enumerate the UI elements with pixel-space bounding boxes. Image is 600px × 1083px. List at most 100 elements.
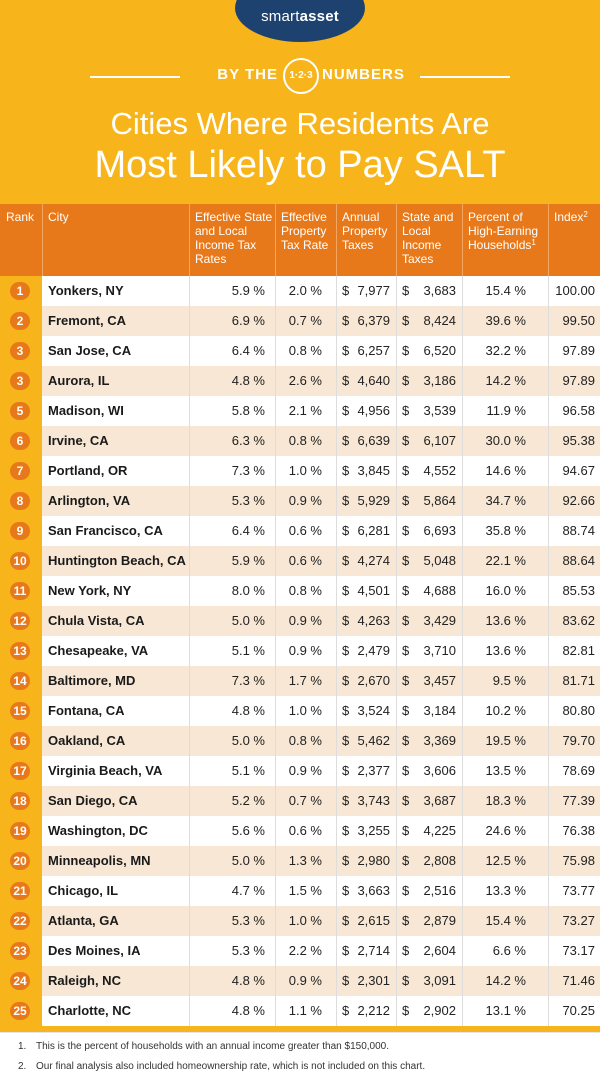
cell-property-rate: 2.1 %	[288, 403, 322, 418]
dollar-sign: $	[402, 883, 410, 898]
cell-high-earning: 14.2 %	[485, 373, 526, 388]
cell-high-earning: 14.2 %	[485, 973, 526, 988]
table-row: 24 Raleigh, NC 4.8 % 0.9 % 14.2 % 71.46 $2,301…	[0, 966, 600, 996]
rank-badge: 20	[10, 852, 30, 870]
footnote-1-text: This is the percent of households with a…	[36, 1041, 390, 1052]
cell-property-taxes: 3,743	[357, 793, 390, 808]
cell-index: 81.71	[562, 673, 595, 688]
cell-property-taxes: 3,255	[357, 823, 390, 838]
cell-high-earning: 16.0 %	[485, 583, 526, 598]
column-separator	[396, 576, 397, 606]
header-high_earning: Percent of High-Earning Households1	[468, 210, 539, 252]
column-separator	[336, 606, 337, 636]
column-separator	[548, 516, 549, 546]
column-separator	[396, 306, 397, 336]
column-separator	[189, 696, 190, 726]
numbers-label: NUMBERS	[322, 66, 405, 83]
dollar-sign: $	[342, 463, 350, 478]
cell-income-taxes: 3,710	[423, 643, 456, 658]
cell-high-earning: 14.6 %	[485, 463, 526, 478]
cell-property-taxes: 4,274	[357, 553, 390, 568]
cell-income-tax: 6.4 %	[231, 343, 265, 358]
cell-income-tax: 8.0 %	[231, 583, 265, 598]
column-separator	[548, 816, 549, 846]
column-separator	[189, 336, 190, 366]
column-separator	[189, 666, 190, 696]
rank-badge: 19	[10, 822, 30, 840]
column-separator	[275, 906, 276, 936]
cell-property-taxes: 2,670	[357, 673, 390, 688]
column-separator	[275, 786, 276, 816]
table-body: 1 Yonkers, NY 5.9 % 2.0 % 15.4 % 100.00 $7,977…	[0, 276, 600, 1026]
column-separator	[189, 816, 190, 846]
cell-high-earning: 13.6 %	[485, 643, 526, 658]
cell-high-earning: 18.3 %	[485, 793, 526, 808]
cell-property-rate: 0.9 %	[288, 643, 322, 658]
cell-property-taxes: 2,980	[357, 853, 390, 868]
salt-table: Rank City Effective State and Local Income…	[0, 204, 600, 1026]
column-separator	[396, 906, 397, 936]
city-name: Raleigh, NC	[48, 973, 121, 988]
cell-income-tax: 4.8 %	[231, 373, 265, 388]
column-separator	[462, 726, 463, 756]
cell-income-tax: 4.8 %	[231, 703, 265, 718]
column-separator	[275, 666, 276, 696]
cell-high-earning: 13.3 %	[485, 883, 526, 898]
cell-income-tax: 4.7 %	[231, 883, 265, 898]
column-separator	[548, 456, 549, 486]
rank-cell: 2	[0, 306, 42, 336]
rank-badge: 18	[10, 792, 30, 810]
column-separator	[548, 366, 549, 396]
cell-index: 77.39	[562, 793, 595, 808]
dollar-sign: $	[342, 913, 350, 928]
cell-property-taxes: 5,462	[357, 733, 390, 748]
dollar-sign: $	[402, 583, 410, 598]
city-name: Portland, OR	[48, 463, 128, 478]
rank-badge: 17	[10, 762, 30, 780]
city-name: Baltimore, MD	[48, 673, 136, 688]
cell-index: 78.69	[562, 763, 595, 778]
dollar-sign: $	[402, 613, 410, 628]
column-separator	[275, 606, 276, 636]
cell-high-earning: 15.4 %	[485, 913, 526, 928]
rank-cell: 9	[0, 516, 42, 546]
page-title-line1: Cities Where Residents Are	[110, 106, 490, 141]
header-city: City	[48, 210, 69, 224]
column-separator	[189, 576, 190, 606]
cell-income-tax: 5.1 %	[231, 643, 265, 658]
cell-income-tax: 5.3 %	[231, 943, 265, 958]
cell-index: 79.70	[562, 733, 595, 748]
column-separator	[189, 456, 190, 486]
cell-income-tax: 5.9 %	[231, 553, 265, 568]
dollar-sign: $	[402, 673, 410, 688]
city-name: Chula Vista, CA	[48, 613, 145, 628]
cell-property-rate: 1.1 %	[288, 1003, 322, 1018]
column-separator	[275, 876, 276, 906]
dollar-sign: $	[402, 403, 410, 418]
cell-income-taxes: 3,683	[423, 283, 456, 298]
dollar-sign: $	[342, 973, 350, 988]
column-separator	[275, 516, 276, 546]
cell-high-earning: 13.1 %	[485, 1003, 526, 1018]
cell-income-taxes: 4,225	[423, 823, 456, 838]
column-separator	[396, 996, 397, 1026]
cell-property-taxes: 2,212	[357, 1003, 390, 1018]
cell-property-rate: 2.6 %	[288, 373, 322, 388]
dollar-sign: $	[342, 793, 350, 808]
cell-income-tax: 5.0 %	[231, 733, 265, 748]
header-income_tax: Effective State and Local Income Tax Rat…	[195, 210, 273, 266]
table-row: 6 Irvine, CA 6.3 % 0.8 % 30.0 % 95.38 $6,639 $6…	[0, 426, 600, 456]
rank-badge: 7	[10, 462, 30, 480]
cell-high-earning: 19.5 %	[485, 733, 526, 748]
header-separator	[42, 204, 43, 276]
dollar-sign: $	[342, 703, 350, 718]
cell-property-rate: 0.8 %	[288, 433, 322, 448]
column-separator	[462, 606, 463, 636]
cell-property-taxes: 2,479	[357, 643, 390, 658]
cell-property-taxes: 3,845	[357, 463, 390, 478]
column-separator	[336, 786, 337, 816]
rank-cell: 16	[0, 726, 42, 756]
divider-right	[420, 76, 510, 78]
header-income_taxes: State and Local Income Taxes	[402, 210, 454, 266]
cell-index: 70.25	[562, 1003, 595, 1018]
